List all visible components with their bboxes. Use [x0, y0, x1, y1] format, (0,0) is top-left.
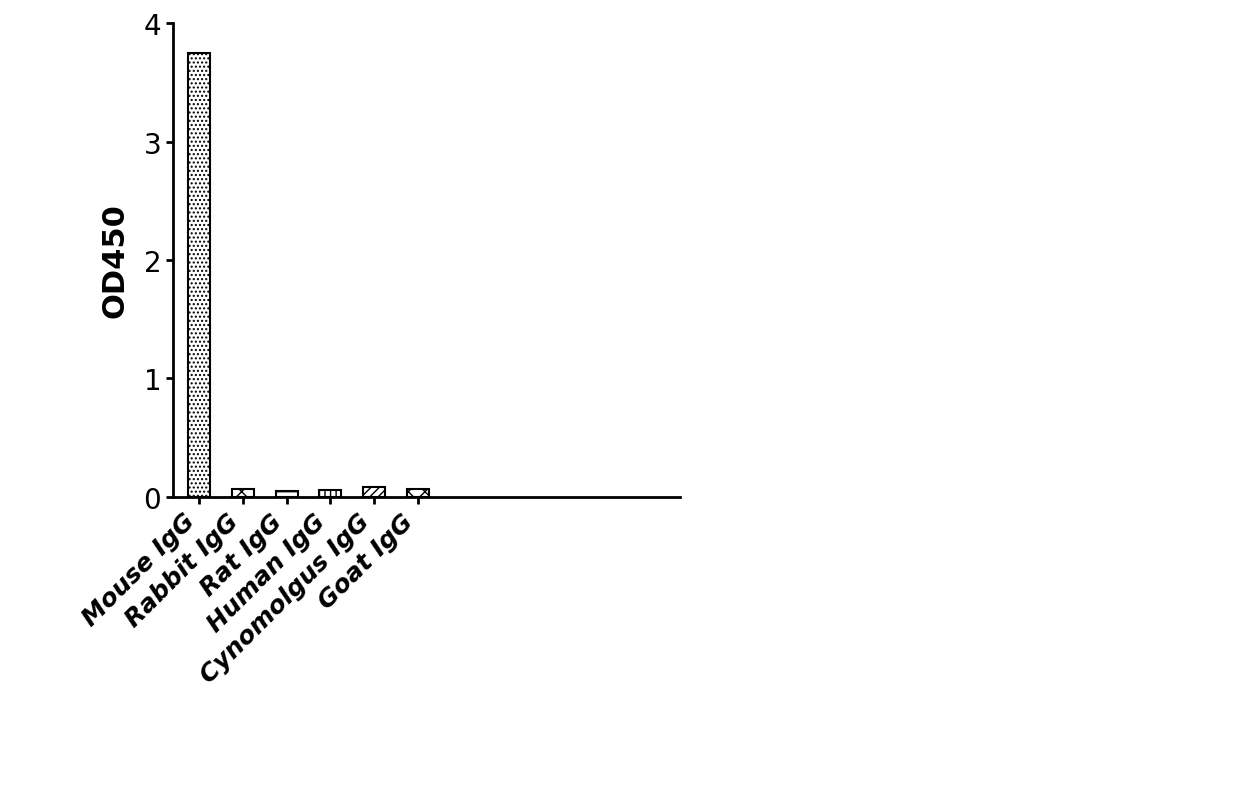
Bar [407, 489, 429, 497]
Bar [276, 492, 298, 497]
Y-axis label: OD450: OD450 [100, 203, 130, 318]
Bar [232, 489, 253, 497]
Bar [188, 54, 210, 497]
Bar [319, 490, 341, 497]
Bar [363, 488, 384, 497]
